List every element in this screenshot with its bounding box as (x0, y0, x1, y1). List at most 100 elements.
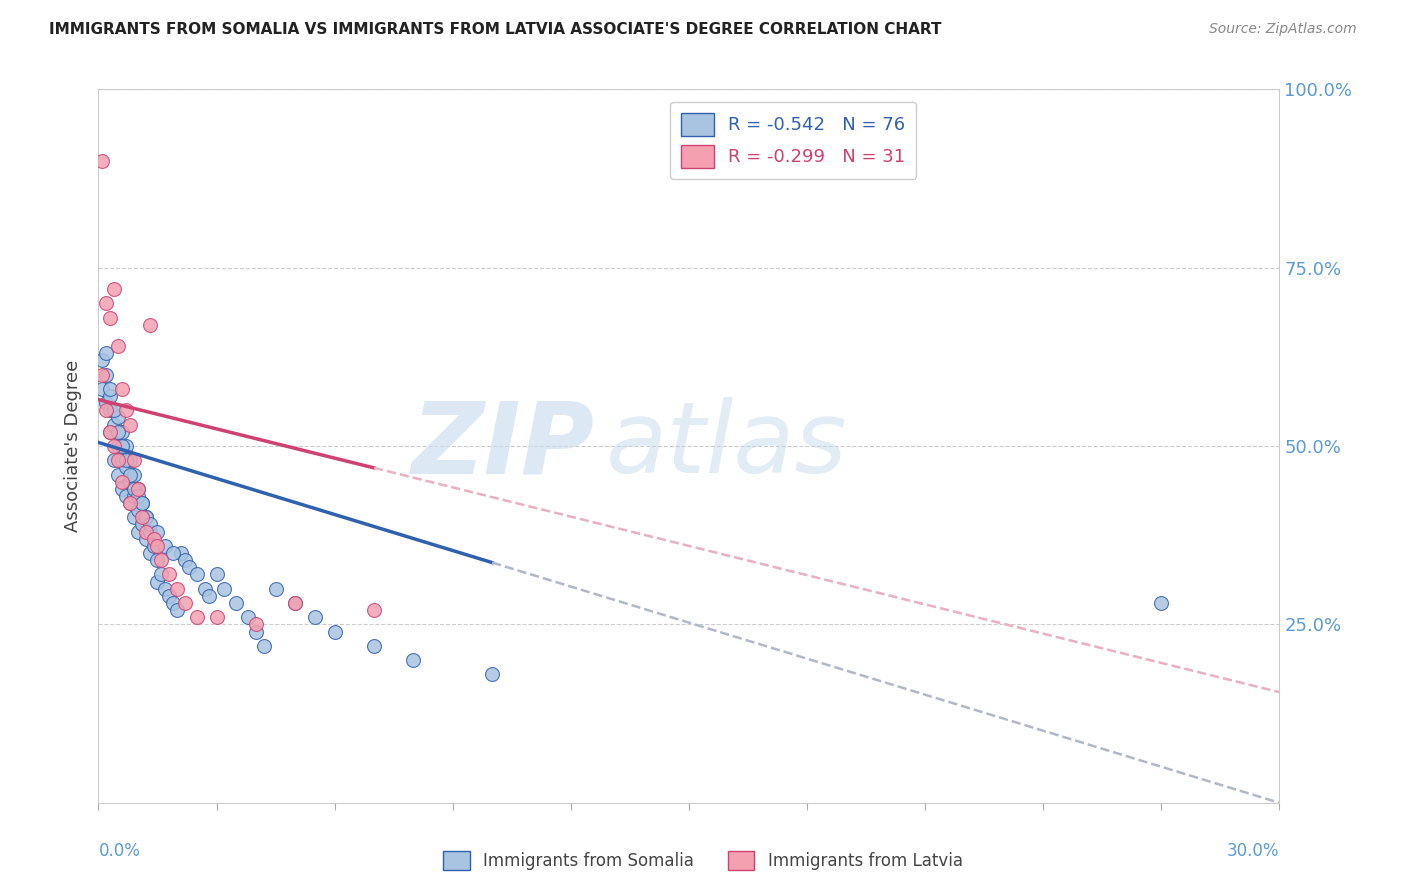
Point (135, 524, 157, 539)
Point (111, 482, 134, 496)
Point (98, 425, 121, 439)
Point (194, 582, 217, 596)
Y-axis label: Associate's Degree: Associate's Degree (65, 359, 83, 533)
Point (118, 467, 141, 482)
Point (162, 596, 184, 610)
Point (96, 346, 118, 360)
Point (245, 617, 267, 632)
Point (284, 596, 307, 610)
Point (131, 510, 153, 524)
Point (91, 382, 114, 396)
Point (146, 574, 169, 589)
Point (115, 403, 138, 417)
Point (96, 296, 118, 310)
Point (170, 546, 193, 560)
Point (91, 368, 114, 382)
Point (107, 339, 129, 353)
Point (142, 532, 165, 546)
Point (146, 539, 169, 553)
Point (150, 567, 173, 582)
Point (186, 610, 208, 624)
Point (98, 389, 121, 403)
Point (135, 510, 157, 524)
Text: IMMIGRANTS FROM SOMALIA VS IMMIGRANTS FROM LATVIA ASSOCIATE'S DEGREE CORRELATION: IMMIGRANTS FROM SOMALIA VS IMMIGRANTS FR… (49, 22, 942, 37)
Point (1150, 596, 1173, 610)
Point (138, 524, 160, 539)
Point (155, 539, 177, 553)
Point (174, 553, 197, 567)
Point (135, 510, 157, 524)
Point (107, 467, 129, 482)
Point (131, 517, 153, 532)
Point (127, 482, 149, 496)
Text: ZIP: ZIP (412, 398, 595, 494)
Point (264, 582, 287, 596)
Point (107, 410, 129, 425)
Point (118, 496, 141, 510)
Point (304, 610, 326, 624)
Point (98, 403, 121, 417)
Point (146, 524, 169, 539)
Point (98, 425, 121, 439)
Point (135, 532, 157, 546)
Point (103, 439, 125, 453)
Point (146, 553, 169, 567)
Point (150, 553, 173, 567)
Point (138, 318, 160, 332)
Point (122, 482, 145, 496)
Text: 30.0%: 30.0% (1227, 842, 1279, 860)
Point (118, 496, 141, 510)
Point (103, 453, 125, 467)
Point (107, 425, 129, 439)
Point (107, 439, 129, 453)
Point (363, 603, 385, 617)
Point (127, 503, 149, 517)
Point (323, 624, 346, 639)
Point (363, 639, 385, 653)
Point (131, 496, 153, 510)
Legend: R = -0.542   N = 76, R = -0.299   N = 31: R = -0.542 N = 76, R = -0.299 N = 31 (671, 102, 917, 179)
Point (111, 475, 134, 489)
Point (107, 453, 129, 467)
Point (236, 610, 259, 624)
Point (402, 653, 425, 667)
Point (122, 489, 145, 503)
Point (91, 153, 114, 168)
Point (115, 453, 138, 467)
Point (205, 610, 228, 624)
Text: atlas: atlas (606, 398, 848, 494)
Point (177, 560, 200, 574)
Legend: Immigrants from Somalia, Immigrants from Latvia: Immigrants from Somalia, Immigrants from… (437, 844, 969, 877)
Point (245, 624, 267, 639)
Point (103, 417, 125, 432)
Point (155, 582, 177, 596)
Point (96, 396, 118, 410)
Point (111, 453, 134, 467)
Point (157, 589, 180, 603)
Point (118, 453, 141, 467)
Point (111, 439, 134, 453)
Point (115, 460, 138, 475)
Point (115, 439, 138, 453)
Point (127, 489, 149, 503)
Point (115, 489, 138, 503)
Point (98, 310, 121, 325)
Point (98, 382, 121, 396)
Point (166, 603, 188, 617)
Point (118, 475, 141, 489)
Point (138, 517, 160, 532)
Point (481, 667, 503, 681)
Point (103, 403, 125, 417)
Point (253, 639, 276, 653)
Point (122, 510, 145, 524)
Point (131, 496, 153, 510)
Point (142, 539, 165, 553)
Point (111, 425, 134, 439)
Point (157, 567, 180, 582)
Point (166, 582, 188, 596)
Point (127, 482, 149, 496)
Point (138, 546, 160, 560)
Point (96, 403, 118, 417)
Point (284, 596, 307, 610)
Point (103, 282, 125, 296)
